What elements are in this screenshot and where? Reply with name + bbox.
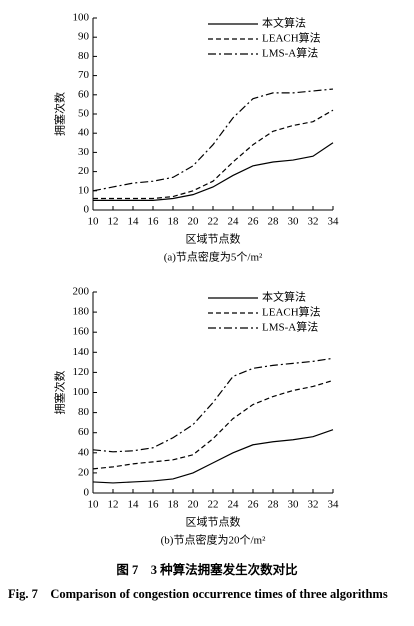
y-tick-label: 180 <box>73 306 90 318</box>
x-tick-label: 14 <box>128 216 140 228</box>
x-tick-label: 12 <box>108 216 119 228</box>
x-tick-label: 18 <box>168 216 180 228</box>
series-line <box>93 109 334 200</box>
y-tick-label: 20 <box>78 466 90 478</box>
x-tick-label: 32 <box>308 499 319 511</box>
legend-label: LMS-A算法 <box>262 46 318 60</box>
x-tick-label: 26 <box>248 499 260 511</box>
y-tick-label: 80 <box>78 406 90 418</box>
x-tick-label: 22 <box>208 216 219 228</box>
y-tick-label: 40 <box>78 127 90 139</box>
x-tick-label: 18 <box>168 499 180 511</box>
x-tick-label: 10 <box>88 499 100 511</box>
x-tick-label: 28 <box>268 216 280 228</box>
legend-label: 本文算法 <box>262 16 306 30</box>
series-line <box>92 357 334 453</box>
y-tick-label: 120 <box>73 366 90 378</box>
y-tick-label: 60 <box>78 426 90 438</box>
x-axis-label: 区域节点数 <box>186 516 241 529</box>
x-axis-label: 区域节点数 <box>186 233 241 246</box>
x-tick-label: 30 <box>288 216 300 228</box>
y-tick-label: 40 <box>78 446 90 458</box>
x-tick-label: 28 <box>268 499 280 511</box>
legend-label: LEACH算法 <box>262 305 321 319</box>
y-tick-label: 50 <box>78 108 90 120</box>
x-tick-label: 22 <box>208 499 219 511</box>
x-tick-label: 20 <box>188 499 200 511</box>
series-line <box>92 429 334 484</box>
legend-label: LEACH算法 <box>262 31 321 45</box>
x-tick-label: 16 <box>148 499 160 511</box>
y-axis-label: 拥塞次数 <box>53 371 67 415</box>
series-line <box>92 88 334 192</box>
x-tick-label: 26 <box>248 216 260 228</box>
x-tick-label: 34 <box>328 499 340 511</box>
x-tick-label: 34 <box>328 216 340 228</box>
y-tick-label: 100 <box>73 386 90 398</box>
caption-en: Fig. 7 Comparison of congestion occurren… <box>8 587 388 601</box>
x-tick-label: 16 <box>148 216 160 228</box>
y-tick-label: 100 <box>73 12 90 24</box>
y-tick-label: 10 <box>78 184 90 196</box>
y-axis-label: 拥塞次数 <box>53 92 67 136</box>
y-tick-label: 70 <box>78 69 90 81</box>
y-tick-label: 160 <box>73 326 90 338</box>
x-tick-label: 20 <box>188 216 200 228</box>
y-tick-label: 80 <box>78 50 90 62</box>
x-tick-label: 32 <box>308 216 319 228</box>
y-tick-label: 90 <box>78 31 90 43</box>
y-tick-label: 0 <box>84 487 90 499</box>
x-tick-label: 10 <box>88 216 100 228</box>
series-line <box>93 142 334 201</box>
legend-label: LMS-A算法 <box>262 320 318 334</box>
y-tick-label: 140 <box>73 346 90 358</box>
subtitle: (b)节点密度为20个/m² <box>161 533 266 547</box>
y-tick-label: 60 <box>78 88 90 100</box>
series-line <box>92 379 334 470</box>
y-tick-label: 200 <box>73 286 90 298</box>
x-tick-label: 30 <box>288 499 300 511</box>
x-tick-label: 14 <box>128 499 140 511</box>
y-tick-label: 20 <box>78 165 90 177</box>
y-tick-label: 0 <box>84 204 90 216</box>
subtitle: (a)节点密度为5个/m² <box>164 250 263 264</box>
x-tick-label: 12 <box>108 499 119 511</box>
x-tick-label: 24 <box>228 216 240 228</box>
x-tick-label: 24 <box>228 499 240 511</box>
legend-label: 本文算法 <box>262 290 306 304</box>
y-tick-label: 30 <box>78 146 90 158</box>
caption-cn: 图 7 3 种算法拥塞发生次数对比 <box>116 563 298 577</box>
